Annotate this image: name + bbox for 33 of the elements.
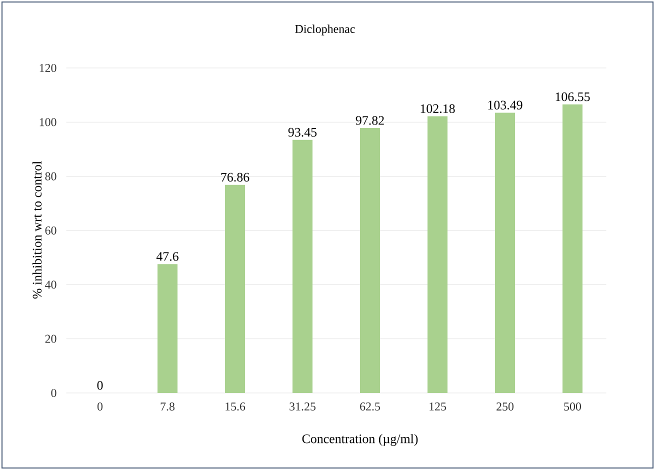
x-tick-label: 31.25 — [290, 402, 316, 411]
x-tick-label: 15.6 — [226, 402, 246, 411]
x-tick-label: 125 — [430, 402, 446, 411]
y-tick-label: 40 — [45, 280, 56, 289]
y-tick-label: 60 — [45, 226, 56, 235]
y-axis-title: % inhibition wrt to control — [32, 161, 42, 299]
bar — [225, 184, 246, 393]
data-label: 106.55 — [556, 92, 590, 102]
y-tick-label: 80 — [45, 172, 56, 180]
bar — [562, 104, 582, 393]
x-tick-label: 0 — [97, 402, 103, 411]
y-tick-label: 100 — [40, 118, 56, 126]
y-tick-label: 0 — [51, 388, 56, 398]
chart-title: Diclophenac — [295, 24, 355, 36]
x-axis-title: Concentration (µg/ml) — [302, 434, 418, 446]
bar — [495, 112, 516, 393]
y-tick-label: 120 — [40, 64, 56, 72]
data-label: 102.18 — [420, 104, 455, 114]
bar — [158, 264, 178, 393]
x-tick-label: 250 — [496, 402, 514, 411]
x-tick-label: 500 — [564, 402, 582, 411]
data-label: 103.49 — [488, 100, 522, 110]
bar — [428, 116, 448, 393]
bar — [292, 140, 313, 393]
bar — [360, 128, 380, 393]
data-label: 0 — [97, 381, 103, 390]
y-tick-label: 20 — [45, 334, 56, 343]
data-label: 93.45 — [288, 128, 317, 137]
data-label: 97.82 — [356, 116, 384, 125]
data-label: 76.86 — [221, 172, 250, 182]
x-tick-label: 62.5 — [360, 402, 380, 411]
x-tick-label: 7.8 — [160, 402, 175, 411]
data-label: 47.6 — [156, 252, 178, 261]
